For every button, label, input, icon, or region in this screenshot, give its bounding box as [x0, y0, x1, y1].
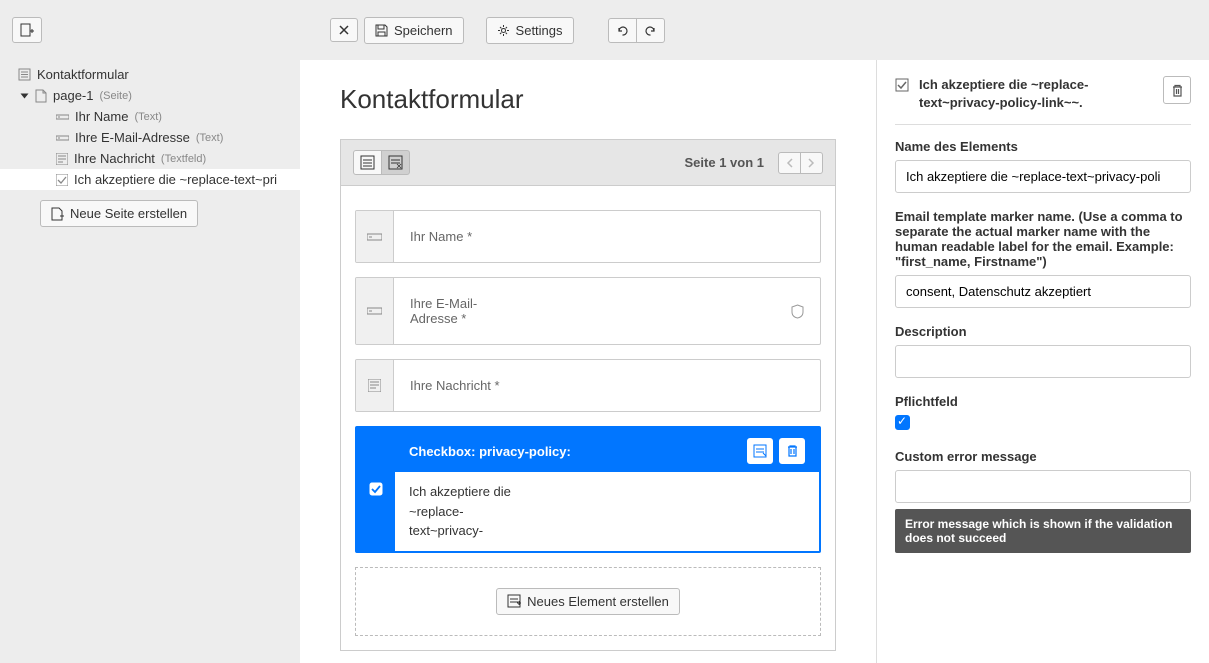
close-button[interactable]	[330, 18, 358, 42]
tree-item-message[interactable]: Ihre Nachricht (Textfeld)	[0, 148, 300, 169]
field-row-name[interactable]: Ihr Name *	[355, 210, 821, 263]
canvas-toolbar: Seite 1 von 1	[341, 140, 835, 186]
page-indicator: Seite 1 von 1	[685, 155, 764, 170]
add-page-button[interactable]	[12, 17, 42, 43]
new-element-button[interactable]: Neues Element erstellen	[496, 588, 680, 615]
checkbox-icon	[895, 78, 909, 92]
new-element-icon	[507, 594, 521, 608]
required-label: Pflichtfeld	[895, 394, 1191, 409]
selected-field-content: Ich akzeptiere die ~replace-text~privacy…	[395, 472, 525, 551]
top-toolbar: Speichern Settings	[0, 0, 1209, 60]
close-icon	[338, 24, 350, 36]
textarea-icon	[368, 379, 381, 392]
checkbox-icon	[56, 174, 68, 186]
tree-root[interactable]: Kontaktformular	[0, 64, 300, 85]
form-canvas-area: Kontaktformular Seite 1 von 1	[300, 60, 876, 663]
trash-icon	[1171, 83, 1184, 98]
redo-icon	[644, 24, 657, 37]
chevron-right-icon	[807, 157, 816, 169]
field-handle	[357, 428, 395, 551]
form-icon	[18, 68, 31, 81]
tree-page-type: (Seite)	[99, 90, 131, 102]
undo-button[interactable]	[608, 18, 637, 43]
field-row-message[interactable]: Ihre Nachricht *	[355, 359, 821, 412]
view-list-button[interactable]	[353, 150, 382, 175]
element-title: Ich akzeptiere die ~replace-text~privacy…	[919, 76, 1153, 112]
edit-view-icon	[388, 155, 403, 170]
shield-icon	[791, 304, 804, 319]
save-button[interactable]: Speichern	[364, 17, 464, 44]
save-label: Speichern	[394, 23, 453, 38]
description-input[interactable]	[895, 345, 1191, 378]
tree-item-email[interactable]: Ihre E-Mail-Adresse (Text)	[0, 127, 300, 148]
field-handle	[356, 211, 394, 262]
tree-item-consent[interactable]: Ich akzeptiere die ~replace-text~pri	[0, 169, 300, 190]
tree-item-name[interactable]: Ihr Name (Text)	[0, 106, 300, 127]
field-handle	[356, 360, 394, 411]
settings-label: Settings	[516, 23, 563, 38]
name-label: Name des Elements	[895, 139, 1191, 154]
text-field-icon	[56, 133, 69, 143]
view-edit-button[interactable]	[381, 150, 410, 175]
new-page-button[interactable]: Neue Seite erstellen	[40, 200, 198, 227]
redo-button[interactable]	[636, 18, 665, 43]
page-icon	[35, 89, 47, 103]
undo-icon	[616, 24, 629, 37]
description-label: Description	[895, 324, 1191, 339]
custom-error-label: Custom error message	[895, 449, 1191, 464]
required-checkbox[interactable]	[895, 415, 910, 430]
field-delete-button[interactable]	[779, 438, 805, 464]
checkbox-checked-icon	[369, 482, 383, 496]
field-settings-button[interactable]	[747, 438, 773, 464]
error-tooltip: Error message which is shown if the vali…	[895, 509, 1191, 553]
selected-field-title: Checkbox: privacy-policy:	[409, 444, 571, 459]
text-field-icon	[56, 112, 69, 122]
list-icon	[360, 155, 375, 170]
delete-element-button[interactable]	[1163, 76, 1191, 104]
tree-sidebar: Kontaktformular page-1 (Seite) Ihr Name …	[0, 60, 300, 663]
text-field-icon	[367, 232, 382, 242]
field-handle	[356, 278, 394, 344]
name-input[interactable]	[895, 160, 1191, 193]
text-field-icon	[367, 306, 382, 316]
settings-small-icon	[753, 444, 767, 458]
textarea-icon	[56, 153, 68, 165]
new-page-icon	[51, 207, 64, 221]
custom-error-input[interactable]	[895, 470, 1191, 503]
tree-page[interactable]: page-1 (Seite)	[0, 85, 300, 106]
marker-input[interactable]	[895, 275, 1191, 308]
properties-panel: Ich akzeptiere die ~replace-text~privacy…	[876, 60, 1209, 663]
new-element-dropzone: Neues Element erstellen	[355, 567, 821, 636]
form-title: Kontaktformular	[340, 84, 836, 115]
prev-page-button[interactable]	[778, 152, 801, 174]
field-row-email[interactable]: Ihre E-Mail-Adresse *	[355, 277, 821, 345]
tree-page-label: page-1	[53, 88, 93, 103]
save-icon	[375, 24, 388, 37]
add-page-icon	[20, 23, 34, 37]
trash-icon	[786, 444, 799, 458]
field-row-consent[interactable]: Checkbox: privacy-policy: Ich akzeptier	[355, 426, 821, 553]
marker-label: Email template marker name. (Use a comma…	[895, 209, 1191, 269]
settings-button[interactable]: Settings	[486, 17, 574, 44]
chevron-left-icon	[785, 157, 794, 169]
tree-root-label: Kontaktformular	[37, 67, 129, 82]
caret-icon	[21, 93, 29, 98]
next-page-button[interactable]	[800, 152, 823, 174]
gear-icon	[497, 24, 510, 37]
